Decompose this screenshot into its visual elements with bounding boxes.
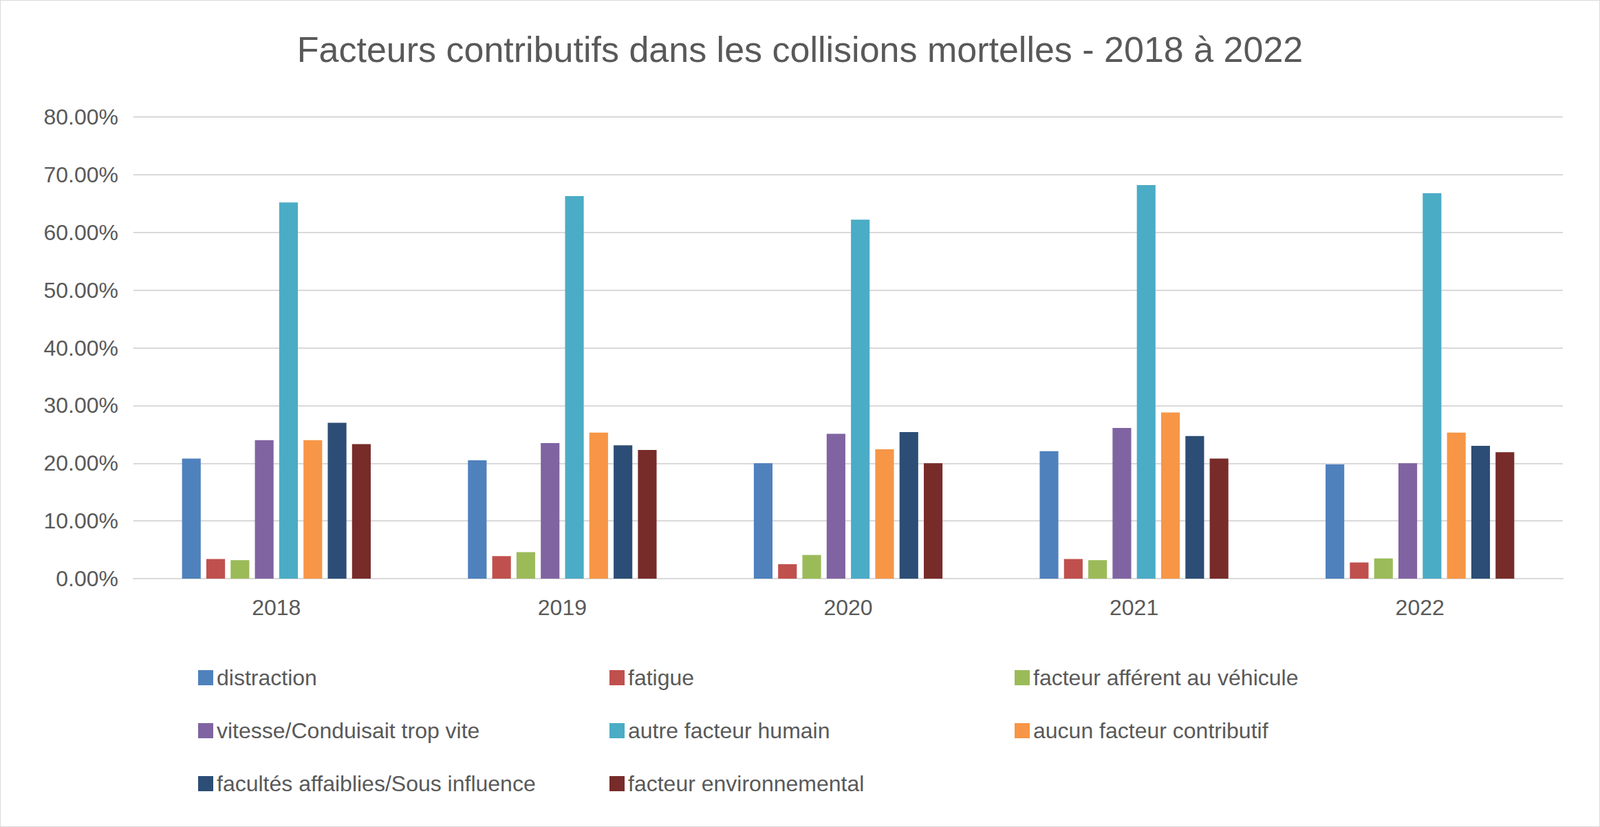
svg-text:facteur environnemental: facteur environnemental: [628, 771, 864, 796]
svg-text:30.00%: 30.00%: [43, 392, 119, 418]
svg-text:aucun facteur contributif: aucun facteur contributif: [1033, 718, 1269, 743]
svg-text:50.00%: 50.00%: [43, 277, 119, 303]
svg-text:fatigue: fatigue: [628, 665, 695, 690]
svg-text:10.00%: 10.00%: [43, 508, 119, 534]
svg-text:vitesse/Conduisait trop vite: vitesse/Conduisait trop vite: [216, 718, 480, 743]
svg-text:2022: 2022: [1395, 595, 1445, 620]
svg-text:2018: 2018: [251, 595, 301, 620]
svg-text:facteur afférent au véhicule: facteur afférent au véhicule: [1033, 665, 1299, 690]
svg-text:40.00%: 40.00%: [43, 335, 119, 361]
svg-text:2020: 2020: [823, 595, 873, 620]
svg-text:60.00%: 60.00%: [43, 220, 119, 245]
svg-text:2019: 2019: [537, 595, 587, 620]
svg-text:distraction: distraction: [216, 665, 318, 690]
svg-text:Facteurs contributifs dans les: Facteurs contributifs dans les collision…: [297, 29, 1304, 70]
svg-text:70.00%: 70.00%: [43, 162, 119, 188]
svg-text:0.00%: 0.00%: [55, 566, 119, 591]
svg-text:20.00%: 20.00%: [43, 450, 119, 476]
svg-text:facultés affaiblies/Sous influ: facultés affaiblies/Sous influence: [216, 771, 536, 796]
svg-text:2021: 2021: [1109, 595, 1159, 620]
svg-text:80.00%: 80.00%: [43, 104, 119, 130]
svg-text:autre facteur humain: autre facteur humain: [628, 718, 831, 743]
